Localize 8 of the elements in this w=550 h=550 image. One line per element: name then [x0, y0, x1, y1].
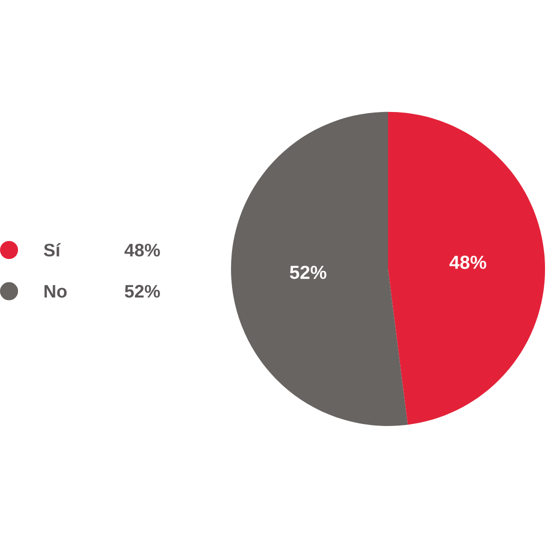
data-label: 52%: [290, 266, 326, 280]
pie-slice: [231, 112, 408, 426]
legend-label: Sí: [44, 243, 61, 256]
pie-slice: [388, 112, 546, 425]
text: 52%: [124, 284, 160, 298]
data-label: 48%: [449, 256, 486, 269]
text: 48%: [124, 244, 160, 256]
legend-label: No: [44, 285, 67, 298]
